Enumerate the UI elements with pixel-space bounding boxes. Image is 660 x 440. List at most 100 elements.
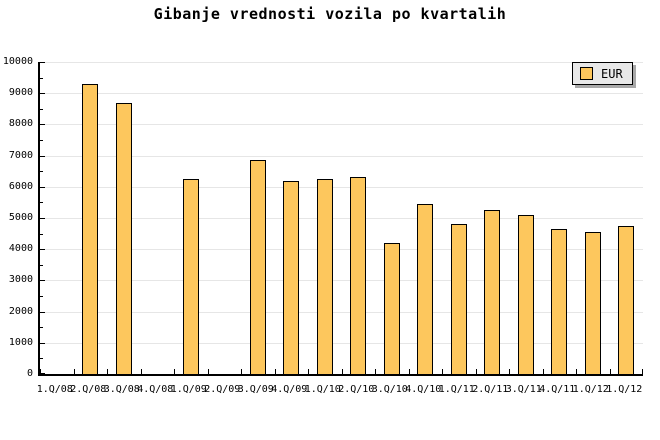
bar — [250, 160, 266, 374]
y-axis-label: 4000 — [8, 243, 33, 255]
gridline — [40, 218, 643, 219]
x-axis-label: 4.Q/10 — [405, 384, 442, 395]
bar — [283, 181, 299, 374]
x-tick — [275, 369, 276, 374]
y-axis-label: 3000 — [8, 274, 33, 286]
gridline — [40, 280, 643, 282]
bar — [551, 229, 567, 374]
x-axis-label: 3.Q/10 — [371, 384, 408, 395]
y-tick-minor — [40, 264, 43, 266]
gridline — [40, 155, 643, 157]
x-tick — [74, 369, 75, 374]
bar — [183, 179, 199, 374]
bar — [518, 215, 534, 374]
gridline — [40, 342, 643, 344]
legend: EUR — [572, 62, 633, 85]
x-axis-label: 2.Q/09 — [204, 384, 241, 395]
x-tick — [442, 369, 443, 374]
bar — [116, 103, 132, 374]
y-tick-minor — [40, 233, 43, 235]
bar — [350, 177, 366, 374]
y-tick-minor — [40, 202, 43, 204]
y-axis-label: 10000 — [2, 56, 33, 67]
x-axis-label: 1.Q/10 — [304, 384, 341, 395]
gridline — [40, 186, 643, 188]
gridline — [40, 249, 643, 251]
x-axis-label: 1.Q/11 — [438, 384, 475, 395]
x-tick — [40, 369, 41, 374]
x-tick — [642, 369, 643, 374]
bar — [417, 204, 433, 374]
x-axis-label: 1.Q/12 — [606, 384, 643, 395]
x-tick — [208, 369, 209, 374]
y-axis-label: 2000 — [8, 305, 33, 317]
bar — [484, 210, 500, 374]
x-tick — [375, 369, 376, 374]
y-axis-labels: 0 1000 2000 3000 4000 5000 6000 7000 8000 9000 100… — [0, 56, 33, 379]
y-tick-minor — [40, 140, 43, 141]
x-tick — [241, 369, 242, 374]
gridline — [40, 311, 643, 313]
y-tick-major — [40, 373, 45, 374]
y-axis-label: 8000 — [8, 118, 33, 130]
gridline — [40, 124, 643, 126]
y-axis-label: 1000 — [8, 336, 33, 348]
legend-label: EUR — [601, 66, 623, 81]
chart-title: Gibanje vrednosti vozila po kvartalih — [153, 5, 507, 23]
y-tick-minor — [40, 327, 43, 329]
x-axis-label: 3.Q/09 — [237, 384, 274, 395]
x-axis-label: 4.Q/11 — [539, 384, 576, 395]
y-tick-major — [40, 311, 45, 313]
y-axis-label: 7000 — [8, 149, 33, 161]
x-tick — [576, 369, 577, 374]
x-axis-label: 4.Q/09 — [271, 384, 308, 395]
gridline — [40, 62, 643, 63]
x-tick — [610, 369, 611, 374]
plot-area — [38, 62, 643, 376]
y-tick-major — [40, 124, 45, 126]
y-tick-minor — [40, 358, 43, 360]
x-axis-label: 1.Q/12 — [572, 384, 609, 395]
x-axis-labels: 1.Q/08 2.Q/08 3.Q/08 4.Q/08 1.Q/09 2.Q/09 3.Q/… — [36, 384, 643, 398]
x-axis-label: 3.Q/08 — [103, 384, 140, 395]
y-tick-minor — [40, 171, 43, 173]
y-tick-major — [40, 218, 45, 219]
x-axis-label: 1.Q/09 — [170, 384, 207, 395]
y-tick-minor — [40, 77, 43, 79]
x-axis-label: 4.Q/08 — [137, 384, 174, 395]
y-axis-label: 6000 — [8, 180, 33, 192]
y-tick-major — [40, 280, 45, 282]
y-tick-major — [40, 186, 45, 188]
gridline — [40, 93, 643, 95]
x-tick — [107, 369, 108, 374]
x-axis-label: 3.Q/11 — [505, 384, 542, 395]
y-tick-major — [40, 155, 45, 157]
y-axis-label: 0 — [26, 368, 33, 379]
bar — [618, 226, 634, 374]
y-axis-label: 9000 — [8, 87, 33, 99]
x-tick — [308, 369, 309, 374]
x-axis-label: 2.Q/08 — [70, 384, 107, 395]
y-tick-major — [40, 342, 45, 344]
x-tick — [409, 369, 410, 374]
bar — [585, 232, 601, 374]
x-tick — [174, 369, 175, 374]
y-tick-minor — [40, 296, 43, 297]
y-tick-minor — [40, 108, 43, 110]
bar — [451, 224, 467, 374]
x-tick — [141, 369, 142, 374]
x-axis-label: 1.Q/08 — [36, 384, 73, 395]
y-tick-major — [40, 62, 45, 63]
x-axis-label: 2.Q/10 — [338, 384, 375, 395]
x-tick — [476, 369, 477, 374]
y-tick-major — [40, 249, 45, 251]
x-tick — [342, 369, 343, 374]
x-tick — [543, 369, 544, 374]
y-axis-label: 5000 — [8, 212, 33, 223]
y-tick-major — [40, 93, 45, 95]
x-axis-label: 2.Q/11 — [472, 384, 509, 395]
bar — [82, 84, 98, 374]
legend-swatch-icon — [580, 67, 593, 80]
x-tick — [509, 369, 510, 374]
